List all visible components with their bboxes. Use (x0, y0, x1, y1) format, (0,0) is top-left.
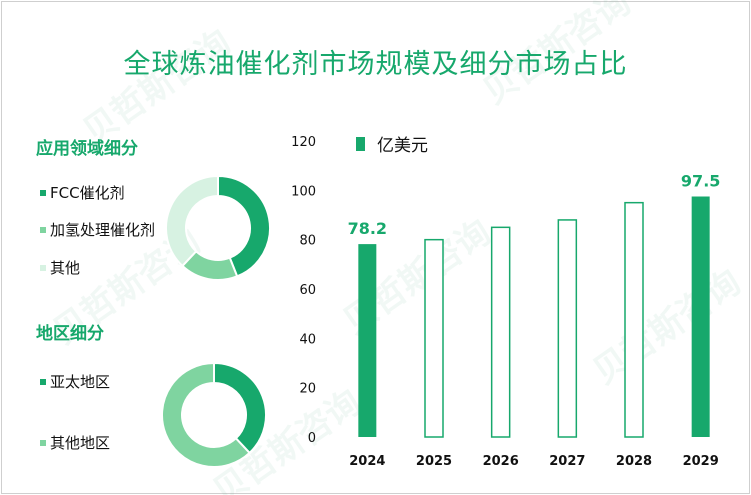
legend-label: 其他 (50, 259, 81, 277)
legend-item-fcc: FCC催化剂 (40, 182, 125, 203)
donut-slice-1 (161, 361, 252, 468)
bar-2026 (490, 226, 511, 438)
x-tick-label: 2027 (549, 454, 585, 469)
y-tick-label: 120 (291, 135, 316, 150)
bar-2025 (424, 238, 444, 438)
bar-2029 (691, 196, 710, 437)
legend-label: FCC催化剂 (50, 184, 125, 202)
legend-item-other: 其他 (40, 257, 80, 278)
application-donut (165, 174, 271, 281)
donut-slice-0 (213, 361, 267, 455)
series-legend: 亿美元 (356, 131, 428, 156)
data-label-2029: 97.5 (681, 172, 720, 191)
x-tick-label: 2024 (349, 454, 385, 469)
legend-marker (40, 439, 46, 446)
bar-2024 (358, 244, 377, 437)
bar-2027 (557, 219, 578, 438)
legend-item-rest: 其他地区 (40, 432, 110, 453)
legend-marker (40, 378, 46, 385)
y-tick-label: 0 (308, 431, 316, 446)
bar-2028 (624, 201, 644, 438)
donut-slice-0 (217, 174, 271, 278)
legend-label: 亚太地区 (50, 373, 111, 391)
y-tick-label: 100 (291, 184, 316, 199)
application-heading: 应用领域细分 (36, 139, 138, 159)
chart-title: 全球炼油催化剂市场规模及细分市场占比 (123, 49, 628, 80)
x-tick-label: 2028 (616, 454, 652, 469)
y-tick-label: 40 (299, 332, 316, 347)
y-tick-label: 20 (299, 382, 316, 397)
x-tick-label: 2029 (683, 454, 719, 469)
legend-item-apac: 亚太地区 (40, 371, 110, 392)
legend-marker (40, 189, 46, 196)
y-tick-label: 60 (299, 283, 316, 298)
legend-marker (356, 136, 365, 151)
donut-slice-2 (165, 174, 219, 268)
legend-marker (40, 264, 46, 271)
y-tick-label: 80 (299, 234, 316, 249)
x-tick-label: 2025 (416, 454, 452, 469)
region-donut (161, 361, 267, 468)
bar-chart: 0 20 40 60 80 100 120 2024 78.2 2025 2026 2027 2028 2… (291, 135, 720, 469)
legend-label: 加氢处理催化剂 (50, 221, 156, 239)
x-tick-label: 2026 (483, 454, 519, 469)
legend-label: 其他地区 (50, 434, 111, 452)
data-label-2024: 78.2 (348, 219, 387, 238)
legend-marker (40, 226, 46, 233)
legend-item-hydro: 加氢处理催化剂 (40, 219, 155, 240)
region-heading: 地区细分 (36, 324, 104, 344)
series-name: 亿美元 (377, 136, 428, 156)
